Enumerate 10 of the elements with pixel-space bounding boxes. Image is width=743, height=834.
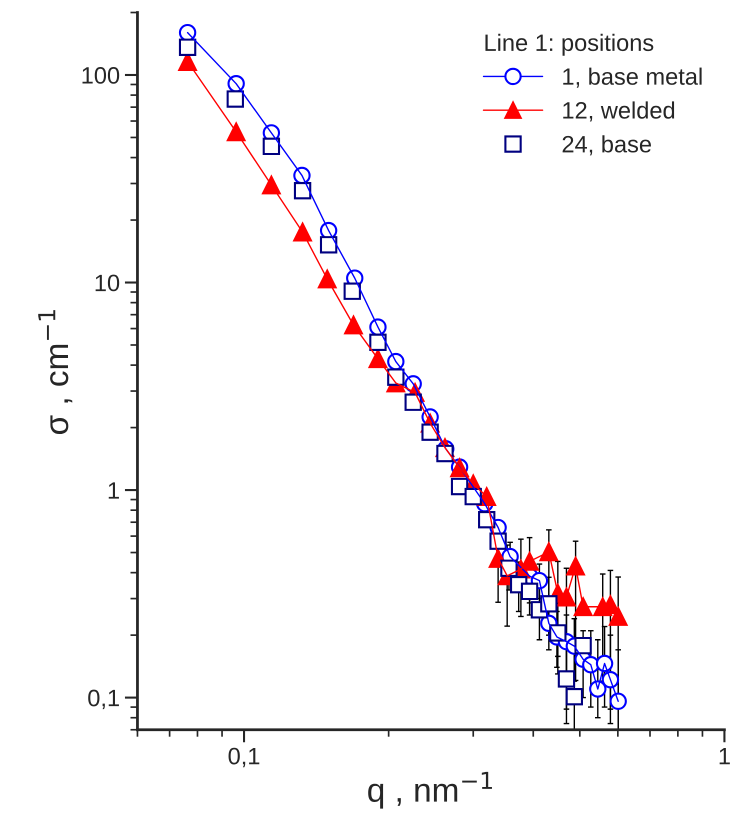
legend-title: Line 1: positions — [485, 34, 654, 56]
y-tick-label: 100 — [82, 67, 120, 84]
x-axis-title: q , nm$^{−1}$ — [368, 772, 492, 809]
legend-label: 1, base metal — [563, 68, 702, 88]
legend-label: 12, welded — [563, 101, 674, 122]
y-tick-label: 10 — [96, 274, 120, 292]
y-tick-label: 0,1 — [88, 690, 119, 710]
y-tick-label: 1 — [108, 482, 119, 499]
y-axis-title: σ , cm$^{−1}$ — [38, 310, 72, 434]
legend-label: 24, base — [562, 135, 651, 156]
